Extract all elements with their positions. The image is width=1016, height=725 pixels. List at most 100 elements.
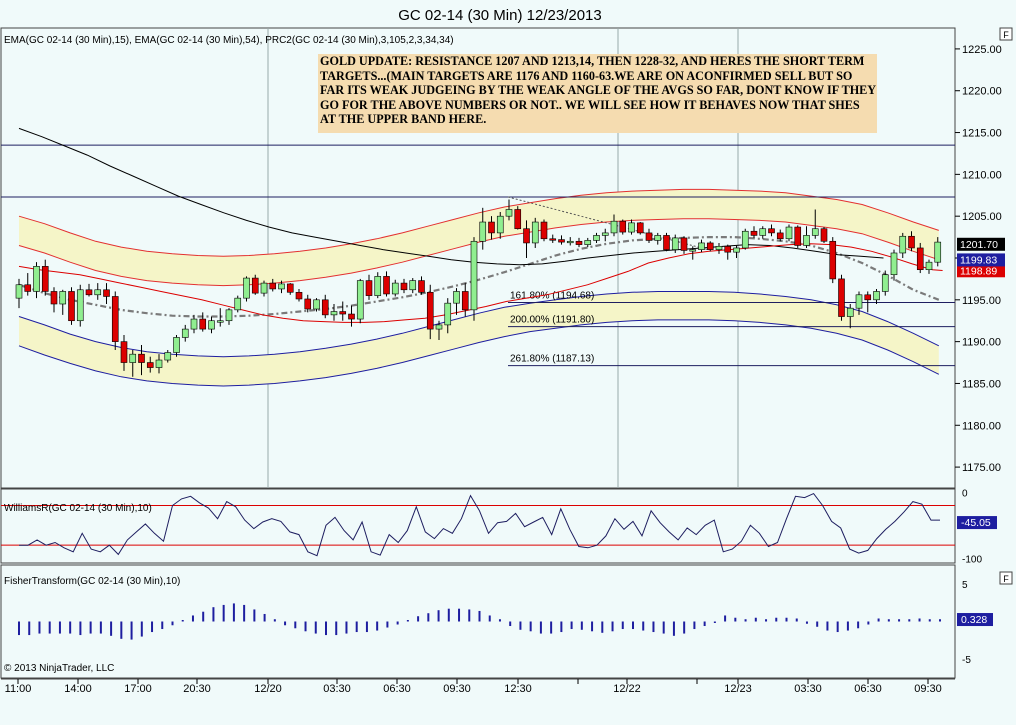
candle-body-up xyxy=(698,242,705,250)
candle-body-up xyxy=(94,289,102,296)
candle-body-up xyxy=(593,235,600,241)
candle xyxy=(934,237,942,267)
price-label-box xyxy=(957,264,1005,278)
upper-band-fill xyxy=(19,189,939,286)
candle xyxy=(146,356,154,373)
candle xyxy=(610,214,618,237)
candle xyxy=(295,288,303,302)
candle xyxy=(741,228,749,250)
candles xyxy=(15,199,942,377)
candle-body-down xyxy=(138,353,145,363)
candle xyxy=(461,283,469,317)
candle-body-up xyxy=(654,235,662,241)
candle-body-up xyxy=(628,222,635,233)
time-tick-label: 12:30 xyxy=(504,683,532,695)
candle-body-up xyxy=(444,302,452,326)
candle xyxy=(278,280,285,294)
time-tick-label: 12/20 xyxy=(254,683,282,695)
candle xyxy=(199,312,207,332)
candle-body-down xyxy=(549,238,557,241)
candle xyxy=(724,244,732,260)
candle xyxy=(339,301,347,321)
candle xyxy=(540,219,548,242)
candle-body-up xyxy=(531,221,539,244)
candle-body-up xyxy=(173,337,180,353)
candle xyxy=(698,239,705,253)
candle xyxy=(759,226,767,239)
candle-body-up xyxy=(391,282,399,295)
candle-body-up xyxy=(470,240,478,311)
candle xyxy=(225,308,233,325)
candle xyxy=(50,287,58,313)
candle-body-up xyxy=(759,228,767,236)
time-tick-label: 06:30 xyxy=(854,683,882,695)
candle-body-up xyxy=(129,353,137,363)
candle-body-down xyxy=(645,232,653,241)
candle-body-up xyxy=(601,232,609,236)
candle xyxy=(85,283,93,297)
candle xyxy=(873,288,880,304)
time-tick-label: 14:00 xyxy=(64,683,92,695)
candle xyxy=(496,212,504,239)
candle-body-down xyxy=(146,362,154,368)
candle-body-up xyxy=(330,311,338,316)
fisher-float-toggle-button[interactable] xyxy=(999,571,1013,585)
candle xyxy=(514,206,522,230)
candle xyxy=(925,259,933,274)
candle xyxy=(24,273,32,296)
williams-series: 0 -100 -45.05 xyxy=(1,488,997,565)
annotation-wrapper: GOLD UPDATE: RESISTANCE 1207 AND 1213,14… xyxy=(320,54,876,126)
candle xyxy=(619,219,627,235)
candle-body-up xyxy=(803,235,810,246)
candle xyxy=(645,228,653,243)
candle-body-up xyxy=(190,318,198,330)
candle-body-down xyxy=(864,294,872,301)
candle-body-up xyxy=(934,241,942,263)
candle-body-down xyxy=(680,237,688,251)
candle xyxy=(680,236,688,254)
candle-body-up xyxy=(873,291,880,301)
williams-value-box xyxy=(957,516,997,530)
candle-body-down xyxy=(558,239,565,243)
fisher-float-toggle-label: F xyxy=(1003,574,1009,584)
candle-body-down xyxy=(85,289,93,296)
price-tick-label: 1225.00 xyxy=(962,44,1002,56)
candle-body-up xyxy=(313,299,320,310)
candle xyxy=(671,234,679,253)
time-tick-label: 20:30 xyxy=(183,683,211,695)
candle-body-down xyxy=(286,283,294,293)
candle xyxy=(409,278,417,294)
chart-window-title: GC 02-14 (30 Min) 12/23/2013 xyxy=(398,7,601,24)
candle-body-up xyxy=(59,291,67,305)
candle-body-down xyxy=(68,291,75,322)
price-label-box xyxy=(957,237,1005,251)
candle xyxy=(855,291,863,315)
candle-body-up xyxy=(374,276,382,296)
price-label-text: 1198.89 xyxy=(960,265,997,277)
time-tick-label: 03:30 xyxy=(323,683,351,695)
candle-body-up xyxy=(33,266,40,292)
price-tick-label: 1220.00 xyxy=(962,86,1002,98)
candle-body-up xyxy=(208,320,215,330)
candle-body-down xyxy=(488,221,495,234)
candle-body-up xyxy=(881,274,889,292)
candle xyxy=(15,278,23,309)
candle xyxy=(864,291,872,313)
candle xyxy=(103,283,110,304)
candle xyxy=(881,270,889,296)
candle-body-down xyxy=(339,311,347,315)
fisher-value-box xyxy=(957,613,993,627)
candle-body-up xyxy=(181,328,189,338)
time-tick-label: 12/23 xyxy=(724,683,752,695)
candle xyxy=(391,279,399,297)
candle xyxy=(549,234,557,243)
candle xyxy=(785,224,793,242)
float-toggle-button[interactable] xyxy=(999,27,1013,41)
ema-54-line xyxy=(18,127,884,266)
fisher-value-text: 0.328 xyxy=(961,614,987,626)
candle xyxy=(330,304,338,321)
candle-body-down xyxy=(111,296,119,342)
candle-body-up xyxy=(479,221,487,242)
candle-body-down xyxy=(251,277,259,294)
